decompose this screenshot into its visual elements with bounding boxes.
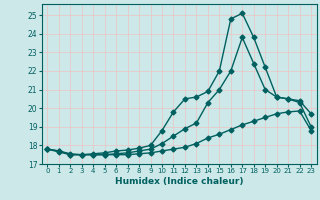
X-axis label: Humidex (Indice chaleur): Humidex (Indice chaleur) xyxy=(115,177,244,186)
